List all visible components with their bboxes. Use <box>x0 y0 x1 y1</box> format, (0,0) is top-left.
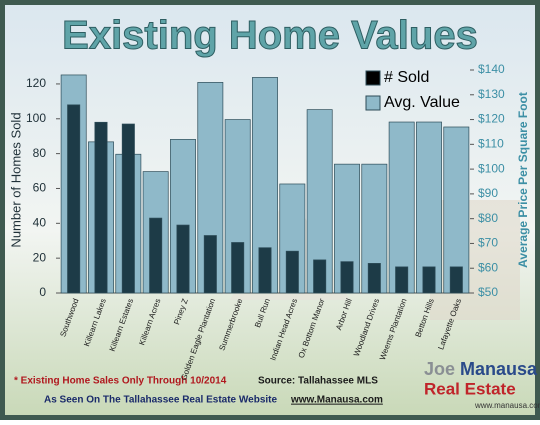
y-tick-label: 40 <box>33 215 47 229</box>
y2-tick-label: $130 <box>478 87 505 101</box>
credit-url: www.Manausa.com <box>290 395 383 406</box>
bar <box>121 123 135 294</box>
bar <box>443 126 470 294</box>
y2-axis-title: Average Price Per Square Foot <box>516 92 530 268</box>
logo-url: www.manausa.com <box>474 401 540 410</box>
bar <box>313 259 327 294</box>
y2-tick-label: $80 <box>478 211 498 225</box>
y2-tick-label: $100 <box>478 161 505 175</box>
y2-tick-label: $120 <box>478 112 505 126</box>
y-tick-label: 100 <box>26 111 46 125</box>
logo-company: Real Estate <box>424 379 516 398</box>
bar <box>149 217 163 294</box>
bar <box>258 247 272 294</box>
y2-tick-label: $60 <box>478 260 498 274</box>
bar <box>416 121 442 294</box>
bar <box>231 242 245 294</box>
credit: As Seen On The Tallahassee Real Estate W… <box>44 395 277 406</box>
bar <box>67 104 81 294</box>
source: Source: Tallahassee MLS <box>258 376 378 387</box>
bar <box>395 266 409 294</box>
logo-first: Joe <box>424 359 455 379</box>
bar <box>340 261 354 294</box>
y-tick-label: 0 <box>39 285 46 299</box>
y-tick-label: 80 <box>33 146 47 160</box>
legend-swatch <box>365 95 381 111</box>
y2-tick-label: $110 <box>478 137 504 151</box>
y-tick-label: 60 <box>33 181 47 195</box>
chart-title: Existing Home Values <box>62 14 478 58</box>
bar <box>176 224 190 294</box>
bar <box>367 263 381 294</box>
footnote: * Existing Home Sales Only Through 10/20… <box>14 376 227 387</box>
y-tick-label: 120 <box>26 76 46 90</box>
logo-last: Manausa <box>460 359 538 379</box>
y2-tick-label: $70 <box>478 236 498 250</box>
y-tick-label: 20 <box>33 250 47 264</box>
y-axis-title: Number of Homes Sold <box>8 112 23 247</box>
bar <box>285 250 299 294</box>
bar <box>94 121 108 294</box>
y2-tick-label: $90 <box>478 186 498 200</box>
legend-label: # Sold <box>384 69 429 86</box>
bar <box>449 266 463 294</box>
y2-tick-label: $50 <box>478 285 498 299</box>
y2-tick-label: $140 <box>478 62 505 76</box>
legend-swatch <box>365 70 381 86</box>
bar <box>422 266 436 294</box>
bar <box>203 235 217 294</box>
legend-label: Avg. Value <box>384 94 460 111</box>
